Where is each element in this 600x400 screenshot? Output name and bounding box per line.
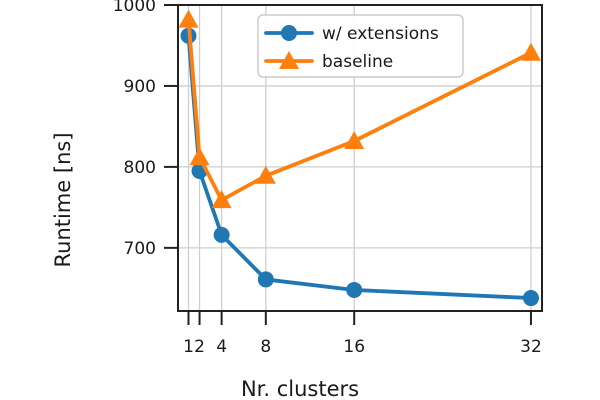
marker-baseline-4 (211, 190, 232, 209)
legend-entry-w-extensions: w/ extensions (264, 24, 439, 44)
marker-w-extensions-4 (213, 226, 230, 243)
legend-entry-baseline: baseline (264, 51, 393, 72)
tick-labels: 1 2 4 8 16 32 700 800 900 1000 (113, 0, 542, 357)
axis-ticks (164, 4, 532, 325)
y-tick-label-900: 900 (124, 77, 156, 97)
x-tick-label-8: 8 (260, 337, 271, 357)
y-tick-label-800: 800 (124, 158, 156, 178)
marker-baseline-8 (255, 165, 276, 184)
marker-baseline-1 (178, 9, 199, 28)
x-tick-label-1: 1 (183, 337, 194, 357)
x-tick-label-16: 16 (343, 337, 365, 357)
x-axis-label: Nr. clusters (241, 377, 359, 400)
x-tick-label-2: 2 (194, 337, 205, 357)
legend: w/ extensions baseline (257, 14, 464, 78)
legend-marker-baseline (279, 51, 299, 69)
axes-frame (177, 4, 543, 312)
plot-frame (177, 4, 543, 312)
x-tick-label-4: 4 (216, 337, 227, 357)
y-tick-label-1000: 1000 (113, 0, 156, 16)
y-tick-label-700: 700 (124, 239, 156, 259)
legend-label-baseline: baseline (322, 52, 393, 72)
marker-w-extensions-8 (257, 271, 274, 288)
marker-baseline-2 (189, 147, 210, 166)
series-baseline (178, 9, 541, 209)
marker-baseline-16 (344, 131, 365, 149)
marker-baseline-32 (520, 42, 541, 61)
legend-label-w-extensions: w/ extensions (322, 24, 439, 44)
legend-marker-w-extensions (281, 25, 297, 41)
marker-w-extensions-32 (522, 290, 539, 307)
series-line-baseline (186, 17, 533, 202)
x-tick-label-32: 32 (520, 337, 542, 357)
series-layer (178, 9, 541, 307)
marker-w-extensions-16 (346, 281, 363, 298)
y-axis-label: Runtime [ns] (51, 132, 75, 267)
